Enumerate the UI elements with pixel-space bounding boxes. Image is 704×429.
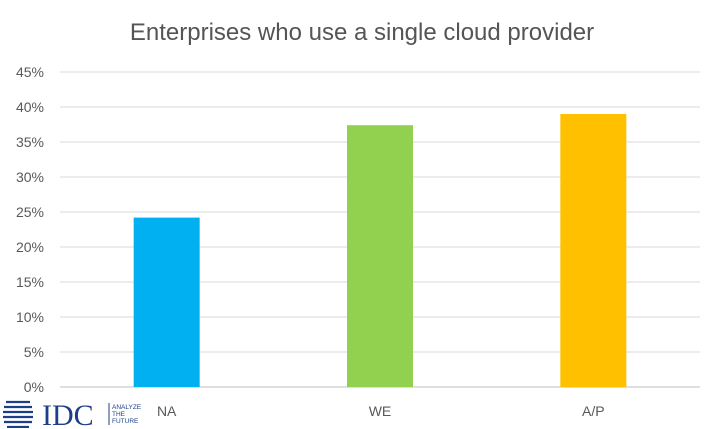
bar-we [347,125,413,387]
y-tick-label: 40% [16,99,44,115]
y-axis-ticks: 0% 5% 10% 15% 20% 25% 30% 35% 40% 45% [16,64,44,395]
y-tick-label: 30% [16,169,44,185]
bar-na [133,217,200,387]
y-tick-label: 5% [24,344,44,360]
y-tick-label: 20% [16,239,44,255]
y-tick-label: 10% [16,309,44,325]
idc-logo: IDC ANALYZE THE FUTURE [3,399,142,428]
y-tick-label: 0% [24,379,44,395]
bars [133,114,627,387]
chart-title: Enterprises who use a single cloud provi… [130,19,594,46]
bar-ap [560,114,627,387]
logo-tagline-3: FUTURE [112,418,139,425]
x-axis-categories: NA WE A/P [157,403,605,419]
y-tick-label: 35% [16,134,44,150]
x-category-label: NA [157,403,177,419]
logo-tagline-1: ANALYZE [112,404,142,411]
x-category-label: A/P [582,403,605,419]
logo-tagline-2: THE [112,411,126,418]
globe-icon [3,400,33,428]
x-category-label: WE [369,403,392,419]
y-tick-label: 15% [16,274,44,290]
y-tick-label: 25% [16,204,44,220]
y-tick-label: 45% [16,64,44,80]
logo-wordmark: IDC [42,399,94,428]
